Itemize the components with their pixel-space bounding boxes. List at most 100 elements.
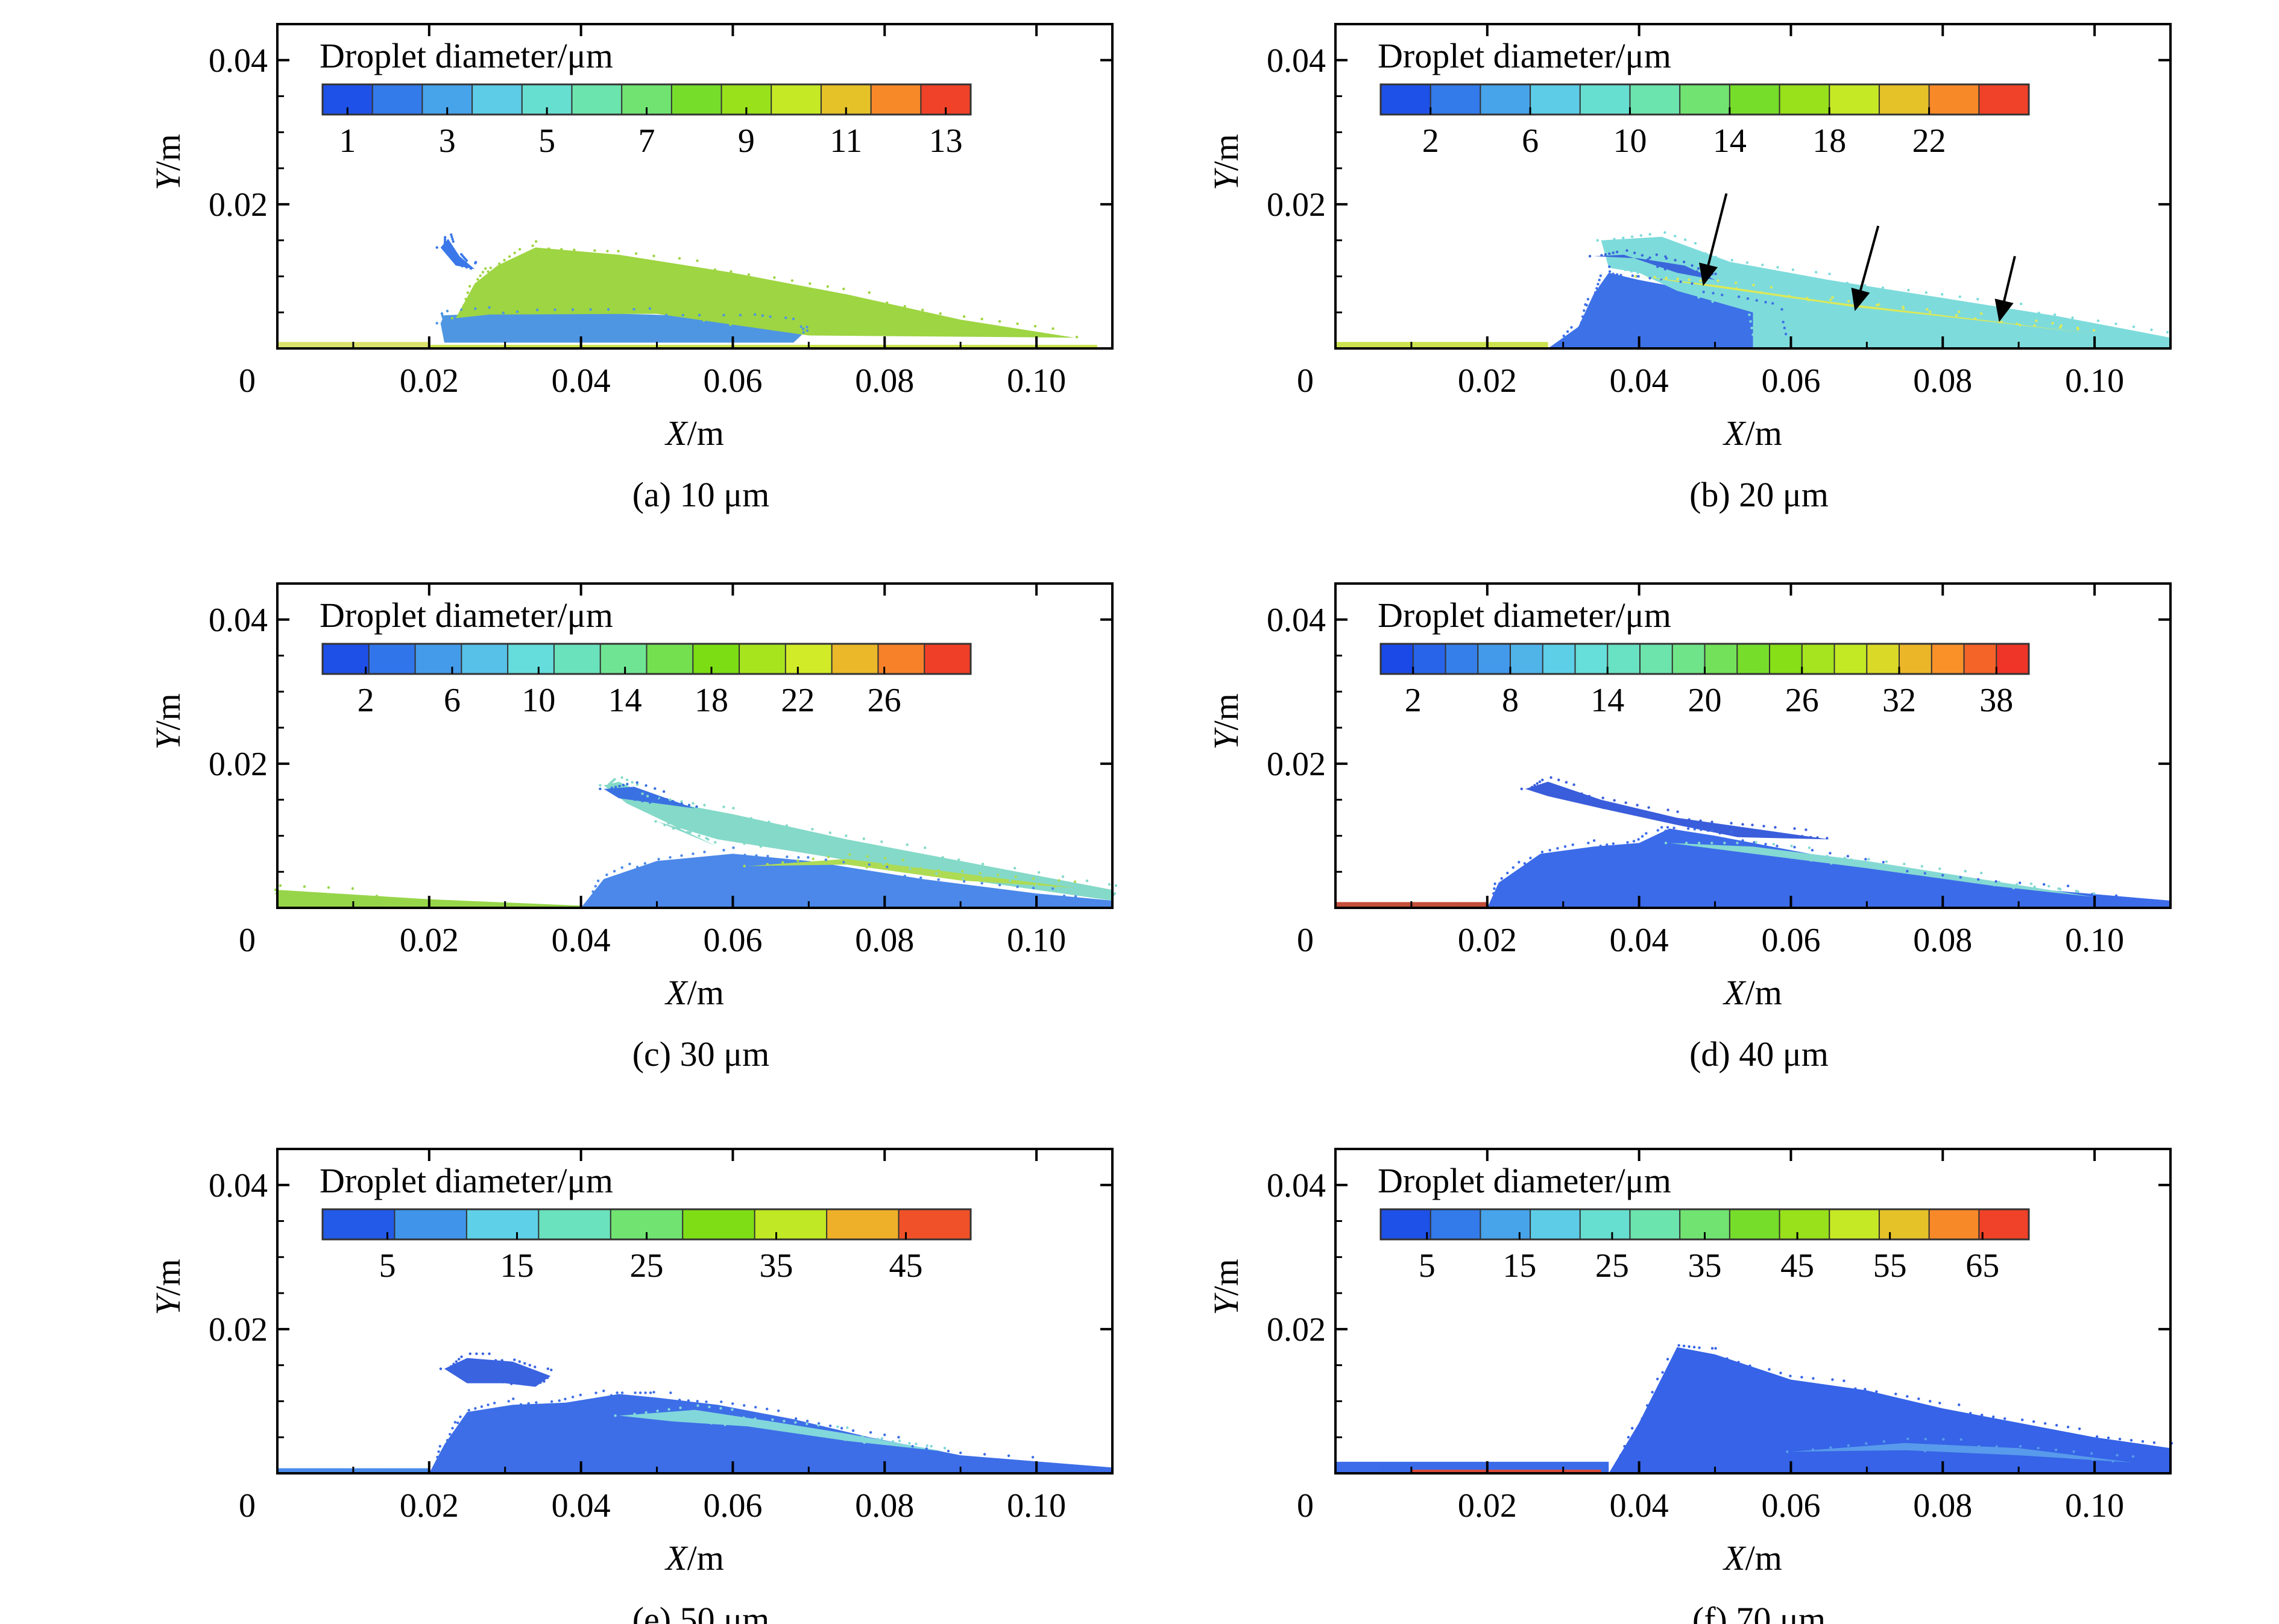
droplet-point: [599, 784, 602, 787]
droplet-point: [1725, 298, 1728, 301]
droplet-point: [523, 1362, 526, 1365]
droplet-point: [507, 1400, 510, 1403]
droplet-point: [669, 1391, 672, 1394]
colorbar-segment: [924, 644, 971, 674]
droplet-point: [1748, 313, 1751, 316]
droplet-point: [1636, 271, 1639, 274]
droplet-point: [816, 1432, 819, 1435]
droplet-point: [1826, 855, 1829, 858]
droplet-point: [2118, 1438, 2122, 1441]
droplet-point: [1751, 832, 1754, 835]
droplet-point: [633, 1412, 636, 1415]
colorbar-tick-label: 26: [868, 682, 901, 719]
droplet-point: [730, 270, 733, 273]
droplet-point: [616, 1391, 619, 1394]
colorbar-tick-label: 65: [1965, 1247, 1999, 1285]
droplet-region: [1548, 272, 1791, 348]
droplet-point: [538, 1379, 541, 1382]
droplet-point: [1625, 249, 1628, 252]
droplet-point: [1814, 271, 1818, 274]
plot-frame: [1334, 582, 2172, 909]
y-axis-label: Y/m: [1206, 1259, 1246, 1315]
droplet-point: [984, 333, 988, 337]
droplet-point: [1776, 845, 1779, 848]
colorbar-tick-label: 5: [538, 122, 555, 160]
x-tick-label: 0.04: [1610, 922, 1669, 959]
colorbar-segment: [1430, 1209, 1481, 1239]
droplet-point: [1648, 277, 1651, 280]
colorbar-segment: [1430, 84, 1481, 115]
droplet-point: [1583, 309, 1586, 312]
plot-frame: [276, 1148, 1114, 1475]
y-tick-label: 0.02: [209, 746, 268, 783]
droplet-point: [1831, 296, 1834, 299]
droplet-point: [918, 869, 921, 872]
x-axis: 0 0.02 0.04 0.06 0.08 0.10: [239, 1149, 1066, 1525]
droplet-point: [488, 1352, 491, 1355]
droplet-point: [1595, 287, 1598, 290]
colorbar-segment: [600, 644, 648, 674]
droplet-point: [1902, 307, 1905, 310]
droplet-point: [1992, 1415, 1995, 1418]
droplet-point: [1541, 778, 1544, 781]
droplet-point: [443, 240, 447, 243]
colorbar-segment: [1737, 644, 1770, 674]
droplet-point: [1942, 1438, 1945, 1441]
y-axis: 0.04 0.02: [209, 42, 1112, 313]
droplet-point: [2016, 1450, 2020, 1453]
droplet-point: [1051, 327, 1054, 330]
droplet-point: [1959, 876, 1962, 879]
droplet-region: [440, 239, 475, 269]
droplet-point: [1906, 870, 1909, 873]
droplet-point: [876, 1438, 880, 1441]
droplet-point: [1805, 297, 1809, 300]
droplet-point: [665, 313, 668, 317]
colorbar-title: Droplet diameter/μm: [1378, 1161, 1671, 1200]
droplet-point: [502, 1380, 505, 1383]
droplet-point: [625, 778, 629, 781]
droplet-point: [614, 785, 617, 788]
droplet-region: [581, 854, 1112, 908]
colorbar-segment: [1779, 84, 1830, 115]
droplet-point: [1926, 308, 1929, 311]
colorbar-segment: [1899, 644, 1932, 674]
y-axis-label: Y/m: [148, 1259, 188, 1315]
droplet-point: [1682, 270, 1686, 273]
droplet-point: [1630, 269, 1633, 273]
droplet-point: [824, 858, 828, 861]
droplet-point: [1716, 279, 1719, 282]
droplet-point: [1906, 1437, 1909, 1440]
droplet-point: [2032, 1420, 2035, 1423]
droplet-point: [2015, 322, 2019, 326]
droplet-point: [805, 1422, 809, 1426]
panel-c: 0 0.02 0.04 0.06 0.08 0.10 0.04 0.02 X/m Y/m (c) 3…: [148, 582, 1118, 1074]
droplet-point: [782, 325, 785, 328]
droplet-point: [980, 881, 983, 885]
droplet-point: [809, 329, 812, 332]
x-axis: 0 0.02 0.04 0.06 0.08 0.10: [1297, 24, 2124, 400]
droplet-point: [460, 310, 464, 313]
droplet-point: [634, 1391, 637, 1394]
droplet-point: [515, 310, 519, 313]
y-tick-label: 0.02: [1267, 186, 1326, 224]
x-tick-label: 0.04: [552, 1487, 611, 1525]
droplet-point: [1660, 826, 1663, 829]
droplet-point: [435, 321, 438, 325]
droplet-point: [481, 271, 485, 274]
colorbar-tick-label: 20: [1688, 682, 1722, 719]
droplet-point: [589, 308, 592, 311]
droplet-point: [443, 242, 447, 245]
droplet-point: [626, 782, 629, 785]
colorbar-segment: [1580, 84, 1631, 115]
droplet-point: [1582, 801, 1585, 804]
droplet-point: [696, 1404, 699, 1407]
x-tick-label: 0.06: [1761, 362, 1820, 400]
colorbar-segment: [1607, 644, 1641, 674]
colorbar-segment: [461, 644, 508, 674]
droplet-point: [766, 863, 769, 866]
droplet-point: [646, 795, 649, 798]
droplet-point: [443, 244, 447, 247]
colorbar-segment: [1672, 644, 1706, 674]
droplet-point: [817, 1424, 820, 1427]
colorbar-tick-label: 3: [439, 122, 456, 160]
